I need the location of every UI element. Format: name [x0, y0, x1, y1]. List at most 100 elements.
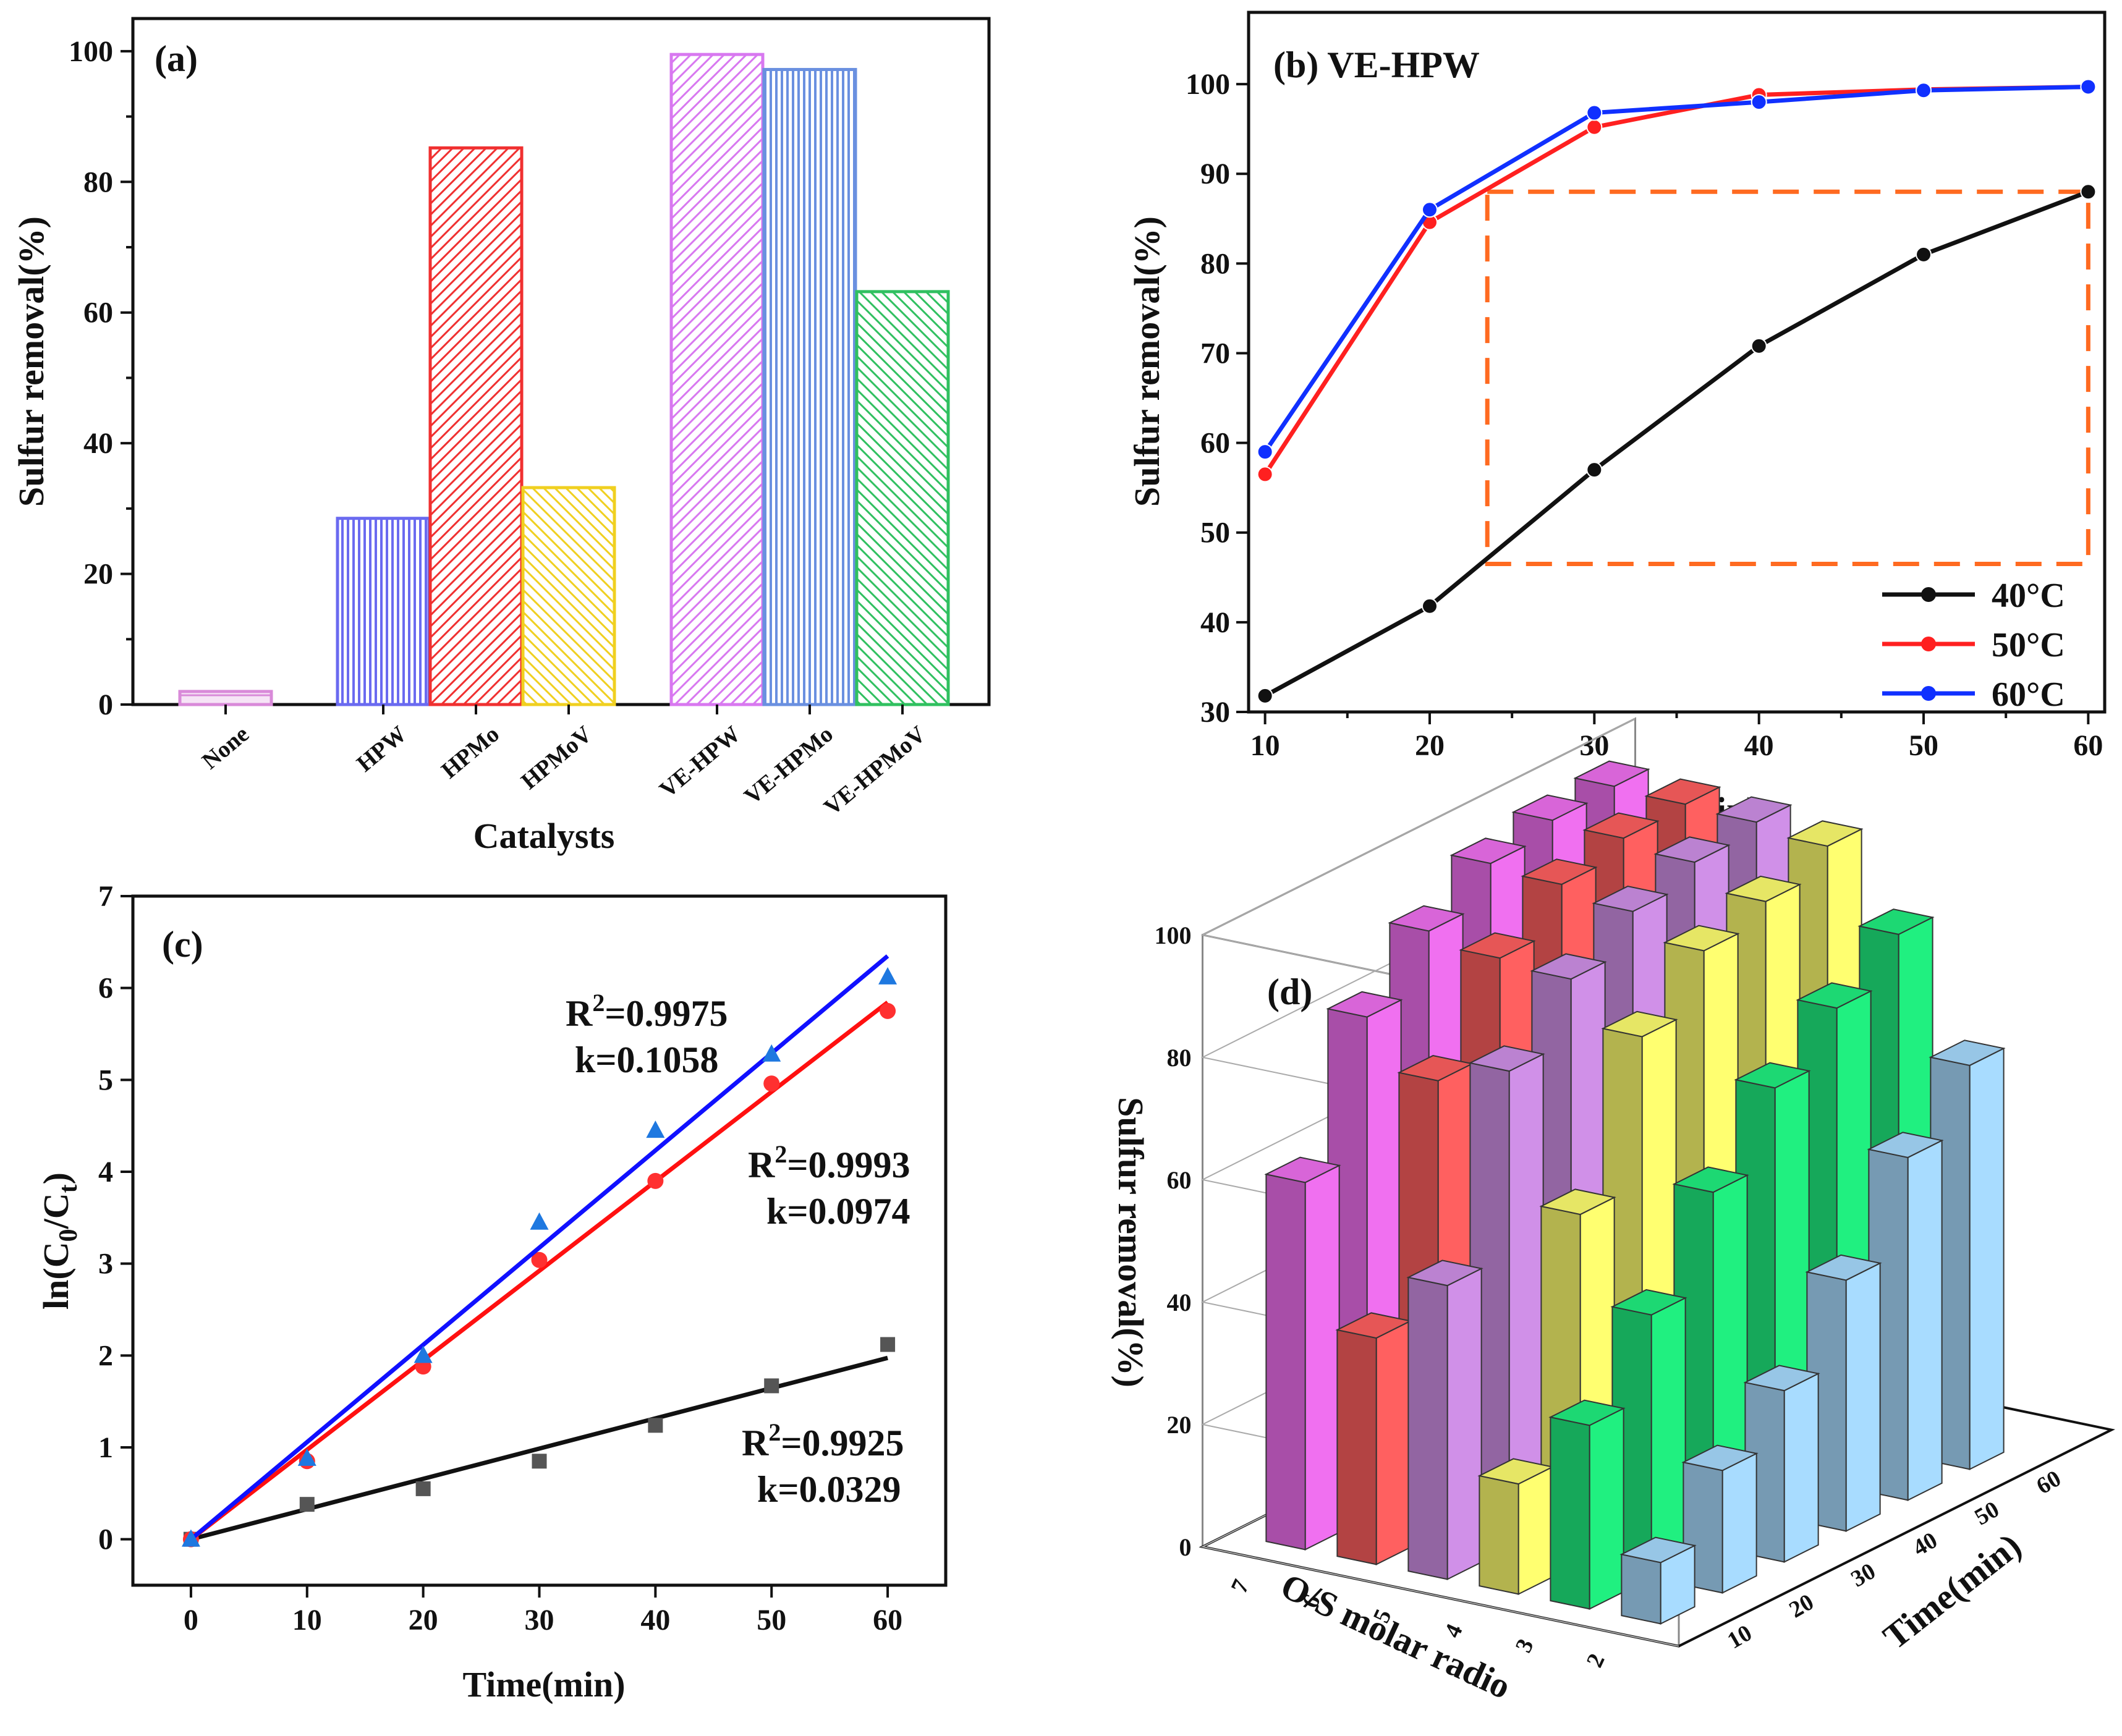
fit-value: =0.9925 — [781, 1423, 904, 1463]
panel-d-bar-front — [1845, 1262, 1881, 1532]
panel-d-os-tick-label: 2 — [1582, 1649, 1610, 1671]
panel-c-fit-r2: R2=0.9925 — [742, 1418, 904, 1463]
panel-c-point-square — [880, 1337, 896, 1352]
panel-c-point-square — [415, 1481, 431, 1496]
panel-c-fit-r2: R2=0.9993 — [748, 1140, 910, 1185]
panel-b-point — [1751, 337, 1767, 354]
panel-d-bar-top — [1734, 1062, 1811, 1089]
panel-c-point-triangle — [181, 1529, 200, 1547]
panel-d-bar-top — [1511, 794, 1589, 821]
bar-hpw — [336, 517, 431, 706]
panel-b-point — [1421, 598, 1438, 614]
panel-d-bar-top — [1530, 953, 1607, 980]
panel-d-bar-front — [1589, 1407, 1624, 1610]
panel-d-time-tick-label: 40 — [1909, 1527, 1942, 1561]
panel-d-bar-top — [1388, 905, 1465, 932]
panel-c-point-triangle — [530, 1212, 549, 1230]
panel-c-point-triangle — [414, 1345, 433, 1363]
panel-c-point-triangle — [878, 967, 898, 984]
panel-b-y-tick-label: 30 — [1200, 696, 1230, 729]
panel-b-point — [1586, 119, 1603, 135]
fit-value: =0.9993 — [787, 1145, 910, 1185]
panel-d-os-tick-label: 7 — [1226, 1575, 1255, 1597]
panel-a-x-axis-label: Catalysts — [473, 816, 615, 856]
panel-d-bar-top — [1468, 1045, 1545, 1072]
panel-d-bar-top — [1610, 1289, 1687, 1316]
panel-a-y-tick-label: 40 — [83, 427, 113, 460]
panel-c-fit-k: k=0.0974 — [766, 1191, 910, 1232]
panel-b-point — [1257, 466, 1273, 483]
panel-d-bar-side — [1336, 1329, 1377, 1565]
panel-d-bar-front — [1517, 1466, 1553, 1595]
panel-c-y-tick-label: 1 — [98, 1431, 113, 1464]
panel-b-series-line-3 — [1263, 84, 2089, 454]
panel-b-point — [1586, 104, 1603, 121]
panel-d-time-tick-label: 20 — [1785, 1589, 1819, 1623]
panel-d-bar-top — [1929, 1039, 2006, 1066]
bar-hpmo — [428, 146, 524, 706]
panel-c-fit-r2: R2=0.9975 — [566, 989, 728, 1034]
panel-c-y-tick-label: 4 — [98, 1156, 113, 1188]
panel-d-bar-top — [1459, 932, 1536, 959]
panel-a-x-tick-label: HPMo — [436, 721, 504, 784]
panel-a-y-axis-label: Sulfur removal(%) — [11, 216, 51, 507]
panel-b-point — [1916, 82, 1932, 99]
panel-d-bar-top — [1663, 925, 1740, 952]
panel-d-bar-top — [1743, 1365, 1820, 1392]
panel-c-y-tick-label: 5 — [98, 1064, 113, 1096]
panel-b-series-line-2 — [1263, 84, 2089, 476]
panel-b-x-tick-label: 50 — [1909, 729, 1938, 762]
panel-a-label: (a) — [155, 38, 198, 79]
panel-b-x-tick-label: 60 — [2073, 729, 2103, 762]
panel-a-y-tick-label: 80 — [83, 166, 113, 198]
bar-ve-hpw — [669, 53, 765, 706]
panel-c-point-circle — [647, 1172, 664, 1189]
panel-d-bar-side — [1550, 1416, 1590, 1610]
legend-label: 40°C — [1992, 577, 2065, 615]
panel-a-y-tick-label: 100 — [69, 35, 113, 68]
panel-d-bar-top — [1857, 908, 1935, 935]
panel-d-bar-top — [1539, 1188, 1616, 1216]
panel-d-bar-front — [1375, 1319, 1411, 1565]
panel-d-bar-top — [1326, 991, 1403, 1018]
panel-c-point-triangle — [646, 1120, 665, 1138]
panel-b-point — [1257, 444, 1273, 460]
legend-marker — [1921, 637, 1936, 651]
panel-d-bar-side — [1265, 1173, 1306, 1551]
panel-d-bar-top — [1592, 886, 1669, 912]
fit-value: =0.9975 — [605, 993, 728, 1034]
panel-d-z-tick-label: 100 — [1155, 921, 1192, 949]
panel-a-y-tick-label: 60 — [83, 297, 113, 329]
panel-d-bar-front — [1907, 1139, 1943, 1501]
panel-c-fit-k: k=0.0329 — [757, 1469, 901, 1510]
panel-b-point — [1916, 246, 1932, 263]
panel-d-bar-side — [1621, 1553, 1662, 1625]
panel-d-label: (d) — [1267, 972, 1312, 1012]
panel-d-time-tick-label: 30 — [1847, 1558, 1880, 1592]
panel-b-point — [2080, 78, 2097, 95]
panel-b-y-tick-label: 40 — [1200, 606, 1230, 639]
bar-ve-hpmov — [855, 290, 950, 706]
panel-c-y-tick-label: 0 — [98, 1523, 113, 1556]
legend-label: 60°C — [1992, 675, 2065, 714]
panel-c-x-tick-label: 50 — [757, 1604, 786, 1636]
panel-d-bar-front — [1650, 1297, 1686, 1579]
panel-b-point — [1421, 201, 1438, 218]
panel-b-label: (b) VE-HPW — [1273, 44, 1480, 85]
panel-d-y-axis-label: Time(min) — [1875, 1525, 2028, 1657]
panel-d-bar-side — [1479, 1475, 1519, 1595]
panel-d-bar-top — [1644, 778, 1721, 805]
panel-c-point-square — [648, 1418, 663, 1433]
panel-d-bar-front — [1783, 1373, 1819, 1563]
panel-d-bar-top — [1725, 875, 1802, 902]
panel-b-y-tick-label: 100 — [1186, 68, 1230, 101]
panel-a-x-tick-label: VE-HPW — [655, 721, 745, 803]
panel-d-bar-top — [1796, 982, 1873, 1009]
panel-a-x-tick-label: None — [197, 721, 254, 774]
legend-marker — [1921, 587, 1936, 602]
panel-b-y-tick-label: 50 — [1200, 517, 1230, 549]
panel-a-x-tick-label: VE-HPMoV — [819, 721, 931, 820]
panel-c-x-tick-label: 60 — [873, 1604, 902, 1636]
